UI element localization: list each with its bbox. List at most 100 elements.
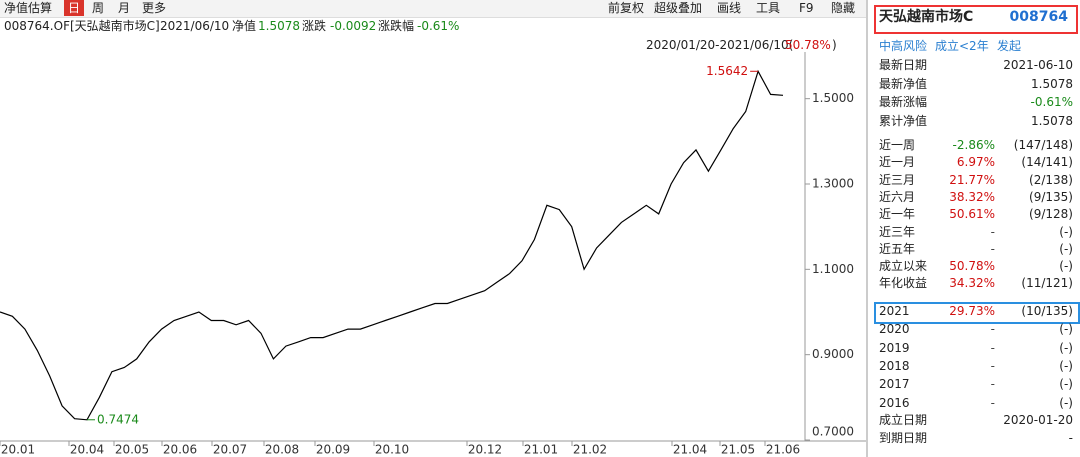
toolbar-button[interactable]: 工具 bbox=[756, 1, 781, 15]
years-rank: (-) bbox=[1059, 322, 1073, 337]
range-close: ) bbox=[832, 38, 837, 52]
performance-label: 近一年 bbox=[879, 207, 916, 222]
years-label: 2018 bbox=[879, 358, 910, 373]
toolbar-button[interactable]: 超级叠加 bbox=[654, 1, 703, 15]
toolbar-tab[interactable]: 日 bbox=[64, 0, 85, 16]
years-rank: (-) bbox=[1059, 377, 1073, 392]
quote-field: 涨跌 bbox=[302, 19, 327, 33]
years-label: 2016 bbox=[879, 395, 910, 410]
years-rank: (-) bbox=[1059, 358, 1073, 373]
x-tick-label: 20.04 bbox=[70, 443, 104, 457]
performance-label: 近三年 bbox=[879, 224, 916, 239]
range-return: 50.78% bbox=[785, 38, 831, 52]
date-label: 到期日期 bbox=[879, 430, 928, 445]
years-rank: (-) bbox=[1059, 395, 1073, 410]
y-tick-label: 0.7000 bbox=[812, 425, 854, 439]
quote-field: -0.61% bbox=[417, 19, 460, 33]
quote-field: 涨跌幅 bbox=[378, 19, 415, 33]
info-value: 2021-06-10 bbox=[1003, 58, 1073, 72]
x-tick-label: 21.06 bbox=[766, 443, 800, 457]
performance-label: 近六月 bbox=[879, 189, 916, 204]
x-tick-label: 20.06 bbox=[163, 443, 197, 457]
info-label: 最新净值 bbox=[879, 76, 928, 91]
performance-rank: (14/141) bbox=[1021, 155, 1073, 170]
performance-label: 年化收益 bbox=[879, 276, 928, 291]
performance-return: 38.32% bbox=[949, 189, 995, 204]
performance-rank: (2/138) bbox=[1029, 172, 1073, 187]
y-tick-label: 1.3000 bbox=[812, 177, 854, 191]
performance-return: - bbox=[990, 224, 995, 239]
toolbar-button[interactable]: 隐藏 bbox=[831, 1, 856, 15]
x-tick-label: 21.01 bbox=[524, 443, 558, 457]
info-value: 1.5078 bbox=[1031, 113, 1073, 128]
info-label: 最新日期 bbox=[879, 58, 928, 72]
years-return: - bbox=[990, 358, 995, 373]
y-tick-label: 1.5000 bbox=[812, 91, 854, 105]
y-tick-label: 1.1000 bbox=[812, 262, 854, 276]
date-label: 成立日期 bbox=[879, 413, 928, 427]
x-tick-label: 20.05 bbox=[115, 443, 149, 457]
x-tick-label: 20.09 bbox=[316, 443, 350, 457]
performance-rank: (147/148) bbox=[1013, 138, 1073, 152]
performance-rank: (-) bbox=[1059, 224, 1073, 239]
performance-rank: (-) bbox=[1059, 241, 1073, 256]
quote-field: 净值 bbox=[232, 19, 257, 33]
high-label: 1.5642 bbox=[706, 64, 748, 78]
performance-return: -2.86% bbox=[952, 138, 995, 152]
years-label: 2019 bbox=[879, 340, 910, 355]
x-tick-label: 20.08 bbox=[265, 443, 299, 457]
x-tick-label: 20.01 bbox=[1, 443, 35, 457]
quote-field: -0.0092 bbox=[330, 19, 377, 33]
date-value: 2020-01-20 bbox=[1003, 413, 1073, 427]
performance-return: 21.77% bbox=[949, 172, 995, 187]
years-return: - bbox=[990, 340, 995, 355]
chart: 0.7000 0.9000 1.1000 1.3000 1.5000 20.01 20.04… bbox=[0, 52, 866, 457]
years-label: 2017 bbox=[879, 377, 910, 392]
toolbar-tab[interactable]: 月 bbox=[118, 1, 131, 15]
years-return: - bbox=[990, 395, 995, 410]
low-label: 0.7474 bbox=[97, 412, 139, 426]
years-return: - bbox=[990, 322, 995, 337]
performance-label: 近一周 bbox=[879, 138, 916, 152]
performance-return: - bbox=[990, 241, 995, 256]
quote-field: 008764.OF[天弘越南市场C] bbox=[4, 19, 160, 33]
quote-field: 2021/06/10 bbox=[160, 19, 230, 33]
fund-tag[interactable]: 成立<2年 bbox=[935, 39, 989, 53]
toolbar-tab[interactable]: 净值估算 bbox=[4, 1, 53, 15]
x-tick-label: 21.05 bbox=[721, 443, 755, 457]
fund-tag[interactable]: 中高风险 bbox=[879, 39, 928, 53]
years-rank: (10/135) bbox=[1021, 304, 1073, 318]
nav-line bbox=[0, 69, 784, 421]
performance-return: 50.78% bbox=[949, 259, 995, 274]
x-tick-label: 20.10 bbox=[375, 443, 409, 457]
title-box bbox=[874, 5, 1078, 34]
divider bbox=[866, 0, 868, 457]
toolbar bbox=[0, 0, 866, 18]
toolbar-tab[interactable]: 周 bbox=[92, 1, 105, 15]
toolbar-button[interactable]: 画线 bbox=[717, 1, 742, 15]
date-value: - bbox=[1068, 430, 1073, 445]
years-label: 2021 bbox=[879, 304, 910, 318]
info-label: 累计净值 bbox=[879, 113, 928, 128]
years-rank: (-) bbox=[1059, 340, 1073, 355]
performance-return: 6.97% bbox=[956, 155, 995, 170]
toolbar-tab[interactable]: 更多 bbox=[142, 1, 167, 15]
performance-return: 34.32% bbox=[949, 276, 995, 291]
performance-return: 50.61% bbox=[949, 207, 995, 222]
fund-name: 天弘越南市场C bbox=[879, 9, 974, 25]
range-period: 2020/01/20-2021/06/10( bbox=[646, 38, 794, 52]
toolbar-button[interactable]: 前复权 bbox=[608, 1, 645, 15]
performance-rank: (11/121) bbox=[1021, 276, 1073, 291]
info-value: -0.61% bbox=[1030, 95, 1073, 109]
x-tick-label: 21.04 bbox=[673, 443, 707, 457]
fund-tag[interactable]: 发起 bbox=[997, 39, 1022, 53]
performance-rank: (9/135) bbox=[1029, 189, 1073, 204]
years-return: 29.73% bbox=[949, 304, 995, 318]
performance-label: 近一月 bbox=[879, 155, 916, 170]
performance-rank: (-) bbox=[1059, 259, 1073, 274]
fund-code: 008764 bbox=[1009, 9, 1068, 25]
x-tick-label: 20.07 bbox=[213, 443, 247, 457]
toolbar-button[interactable]: F9 bbox=[799, 1, 814, 15]
